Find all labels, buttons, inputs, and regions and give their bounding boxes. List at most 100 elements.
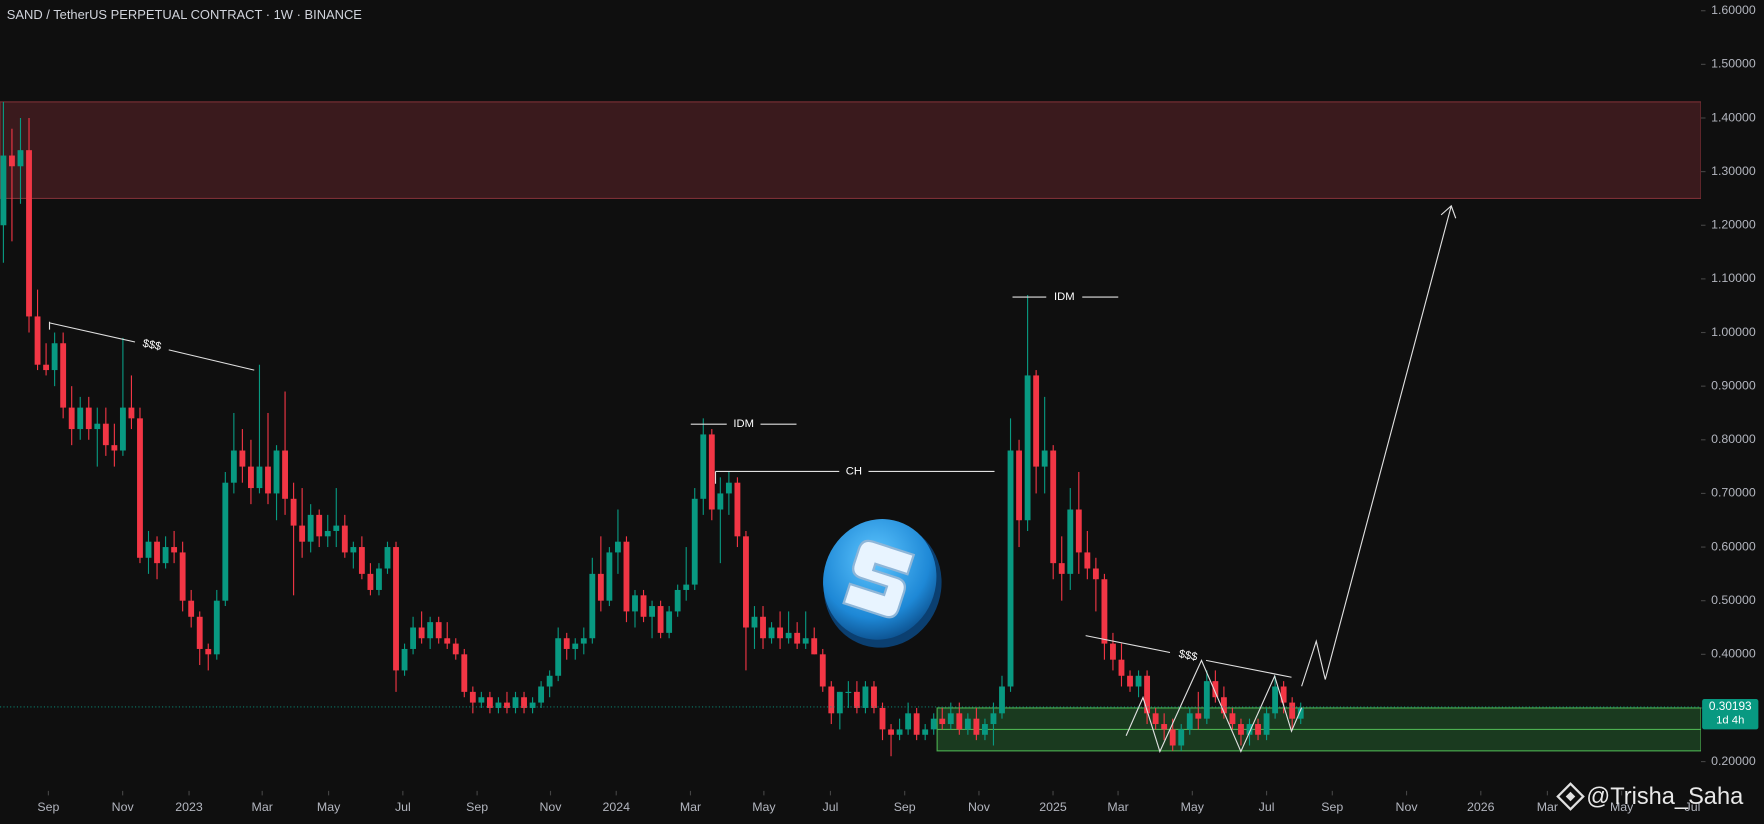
candle-body (1041, 450, 1048, 467)
last-price-label: 0.30193 (1709, 699, 1752, 713)
candle-body (188, 600, 195, 617)
candle-body (546, 675, 553, 687)
candle-body (435, 622, 442, 639)
logo-s-shape (842, 539, 916, 619)
candle-body (649, 606, 655, 617)
candle-body (376, 568, 382, 590)
candle-body (1186, 713, 1193, 730)
candle-body (384, 547, 391, 569)
projection-path (1125, 658, 1303, 754)
x-tick-label: Mar (680, 800, 701, 814)
x-tick-label: May (1181, 800, 1205, 814)
candle-body (1144, 675, 1151, 714)
candle-body (657, 606, 664, 633)
candle-body (256, 466, 263, 489)
x-tick-label: May (317, 800, 341, 814)
candle-body (802, 638, 809, 644)
x-tick-label: Mar (1537, 800, 1558, 814)
candle-body (1033, 375, 1040, 467)
candle-body (205, 648, 212, 655)
candle-body (1016, 450, 1022, 521)
chart-title: SAND / TetherUS PERPETUAL CONTRACT · 1W … (7, 7, 363, 22)
candle-body (299, 525, 306, 542)
candle-body (529, 702, 536, 708)
annotations: $$$ IDM CH IDM $$$ (48, 204, 1457, 754)
candle-body (102, 423, 109, 446)
candle-body (538, 686, 545, 703)
candle-body (1169, 729, 1176, 746)
countdown-label: 1d 4h (1716, 714, 1744, 726)
annotation-label: IDM (1054, 291, 1075, 303)
candle-body (606, 552, 613, 601)
candle-body (0, 155, 7, 226)
candle-body (461, 654, 468, 692)
candle-body (51, 343, 58, 371)
x-tick-label: Nov (1396, 800, 1419, 814)
trend-line (1205, 659, 1292, 678)
candle-body (26, 150, 32, 317)
candle-body (1280, 686, 1287, 703)
candle-body (828, 686, 835, 714)
last-price-box (1702, 699, 1759, 730)
candle-body (853, 691, 860, 708)
candle-body (9, 155, 15, 167)
x-tick-label: Nov (540, 800, 563, 814)
candle-body (1229, 713, 1236, 725)
candle-body (632, 595, 638, 612)
candle-body (871, 686, 877, 708)
candle-body (1195, 713, 1202, 719)
candle-body (504, 702, 510, 708)
candle-body (111, 445, 118, 451)
x-tick-label: Sep (37, 800, 59, 814)
candle-body (171, 547, 178, 553)
candle-body (77, 407, 84, 430)
x-tick-label: May (752, 800, 776, 814)
candle-body (768, 627, 775, 639)
sandbox-logo (823, 519, 942, 648)
candle-body (683, 584, 690, 590)
x-tick-label: Nov (112, 800, 135, 814)
x-tick-label: 2024 (602, 800, 630, 814)
y-tick-label: 1.20000 (1711, 218, 1756, 232)
candle-body (1024, 375, 1031, 521)
candle-body (307, 514, 314, 542)
y-tick-label: 0.80000 (1711, 432, 1756, 446)
candle-body (964, 718, 971, 730)
candle-body (913, 713, 920, 735)
candle-body (1007, 450, 1014, 687)
candle-body (1118, 659, 1125, 676)
candle-body (495, 702, 502, 708)
candle-body (725, 482, 732, 494)
candle-body (862, 686, 869, 708)
y-tick-label: 0.40000 (1711, 647, 1756, 661)
candle-body (734, 482, 741, 537)
candle-body (43, 364, 50, 371)
y-tick-label: 1.50000 (1711, 57, 1756, 71)
candle-body (589, 573, 596, 639)
candle-body (1152, 713, 1159, 725)
candle-body (179, 552, 186, 601)
candle-body (836, 691, 843, 714)
watermark: @Trisha_Saha (1556, 782, 1744, 811)
candle-body (1110, 643, 1116, 660)
candle-body (717, 493, 724, 510)
trend-line (168, 349, 255, 371)
candle-body (248, 466, 254, 489)
watermark-text: @Trisha_Saha (1586, 784, 1744, 810)
candle-body (196, 616, 203, 649)
candle-body (85, 407, 92, 430)
candle-body (666, 611, 673, 633)
projection-arrow (1301, 205, 1452, 687)
candle-body (34, 316, 41, 365)
candle-body (162, 547, 169, 564)
annotation-label: CH (846, 465, 862, 477)
candle-body (691, 498, 698, 585)
candle-body (555, 638, 562, 676)
candle-body (213, 600, 220, 655)
candle-body (1203, 681, 1210, 719)
candle-body (119, 407, 126, 451)
candle-body (1272, 686, 1279, 714)
annotation-label: $$$ (1178, 648, 1199, 664)
